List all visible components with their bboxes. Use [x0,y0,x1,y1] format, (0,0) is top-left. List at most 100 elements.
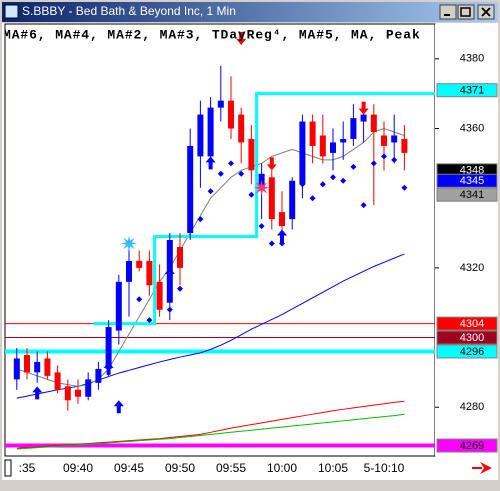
price-label-box [436,173,498,188]
ma-line [16,413,405,450]
price-label-box [436,316,498,331]
candle-body [64,386,71,401]
price-label: 4345 [460,175,484,187]
candle-body [126,260,132,282]
candle-body [13,358,20,380]
ma-line [16,127,405,387]
candle-body [248,138,255,171]
up-arrow-marker [164,267,175,281]
candle-body [279,212,285,227]
diamond-marker [228,160,234,167]
x-tick-label: 09:40 [63,461,93,475]
candle-body [44,358,51,376]
diamond-marker [370,160,377,167]
up-arrow-marker [277,229,287,243]
price-label: 4371 [460,85,484,97]
diamond-marker [319,181,326,188]
price-label: 4300 [460,332,484,344]
burst-marker [121,235,137,252]
candle-body [391,135,398,143]
candle-body [319,135,326,157]
diamond-marker [136,296,143,303]
diamond-marker [258,223,265,230]
candle-body [340,138,347,143]
price-label: 4341 [460,189,484,201]
x-tick-label: 10:05 [318,461,348,475]
candle-body [309,121,316,146]
diamond-marker [217,170,224,177]
x-tick-label: 09:45 [114,461,144,475]
x-tick-label: :35 [19,461,36,475]
candle-body [330,142,336,153]
diamond-marker [350,163,357,170]
x-tick-label: 5-10:10 [364,461,405,475]
candle-body [187,145,194,234]
candle-body [34,361,41,373]
candle-body [238,114,245,143]
down-arrow-marker [236,31,247,45]
plot-content [5,31,435,450]
scroll-right-arrow[interactable] [472,462,492,474]
candle-body [299,121,306,185]
candle-body [177,246,183,268]
candle-body [350,118,357,139]
diamond-marker [391,156,398,163]
title-bar [2,2,498,22]
down-arrow-marker [266,157,277,171]
x-tick-label: 10:00 [267,461,297,475]
x-axis-labels: :35 09:40 09:45 09:50 09:55 10:00 10:05 5-10:10 [19,461,405,475]
candle-body [95,368,102,383]
up-arrow-marker [103,361,114,375]
time-axis [2,458,498,480]
candle-body [228,100,234,129]
candle-body [217,100,224,108]
x-tick-label: 09:55 [216,461,246,475]
diamond-marker [146,317,153,324]
candle-body [197,114,204,157]
candle-body [401,138,408,153]
diamond-marker [381,153,387,160]
y-tick-label: 4320 [460,262,484,274]
candle-body [156,281,163,310]
x-tick-label: 09:50 [165,461,195,475]
candle-body [207,107,214,157]
diamond-marker [268,240,275,247]
burst-marker [253,179,270,196]
candle-body [370,114,377,132]
diamond-marker [340,177,347,184]
diamond-marker [207,188,214,195]
price-label-box [436,187,498,202]
candle-body [54,372,61,390]
candle-body [105,327,112,369]
diamond-marker [248,191,255,198]
diamond-marker [299,181,306,188]
diamond-marker [289,202,296,209]
window-buttons [439,4,495,20]
y-tick-label: 4280 [460,401,484,413]
diamond-marker [166,306,173,313]
candle-body [381,135,387,146]
price-label-box [436,344,498,359]
candle-body [75,389,81,397]
y-tick-label: 4360 [460,122,484,134]
price-label: 4348 [460,165,484,177]
diamond-marker [177,285,183,292]
up-arrow-marker [113,400,124,414]
window-title: S.BBBY - Bed Bath & Beyond Inc, 1 Min [22,4,236,18]
price-label: 4269 [460,440,484,452]
up-arrow-marker [32,386,43,400]
ma-line [16,400,405,449]
window-icon [4,4,19,19]
price-label-box [436,438,498,453]
diamond-marker [126,271,132,278]
candle-body [360,114,367,122]
step-line [93,92,435,326]
plot-area [4,23,436,457]
scroll-left[interactable] [4,459,12,477]
minimize-button[interactable] [439,4,457,20]
candle-body [24,354,30,373]
candle-body [115,281,122,331]
close-icon [481,7,491,17]
